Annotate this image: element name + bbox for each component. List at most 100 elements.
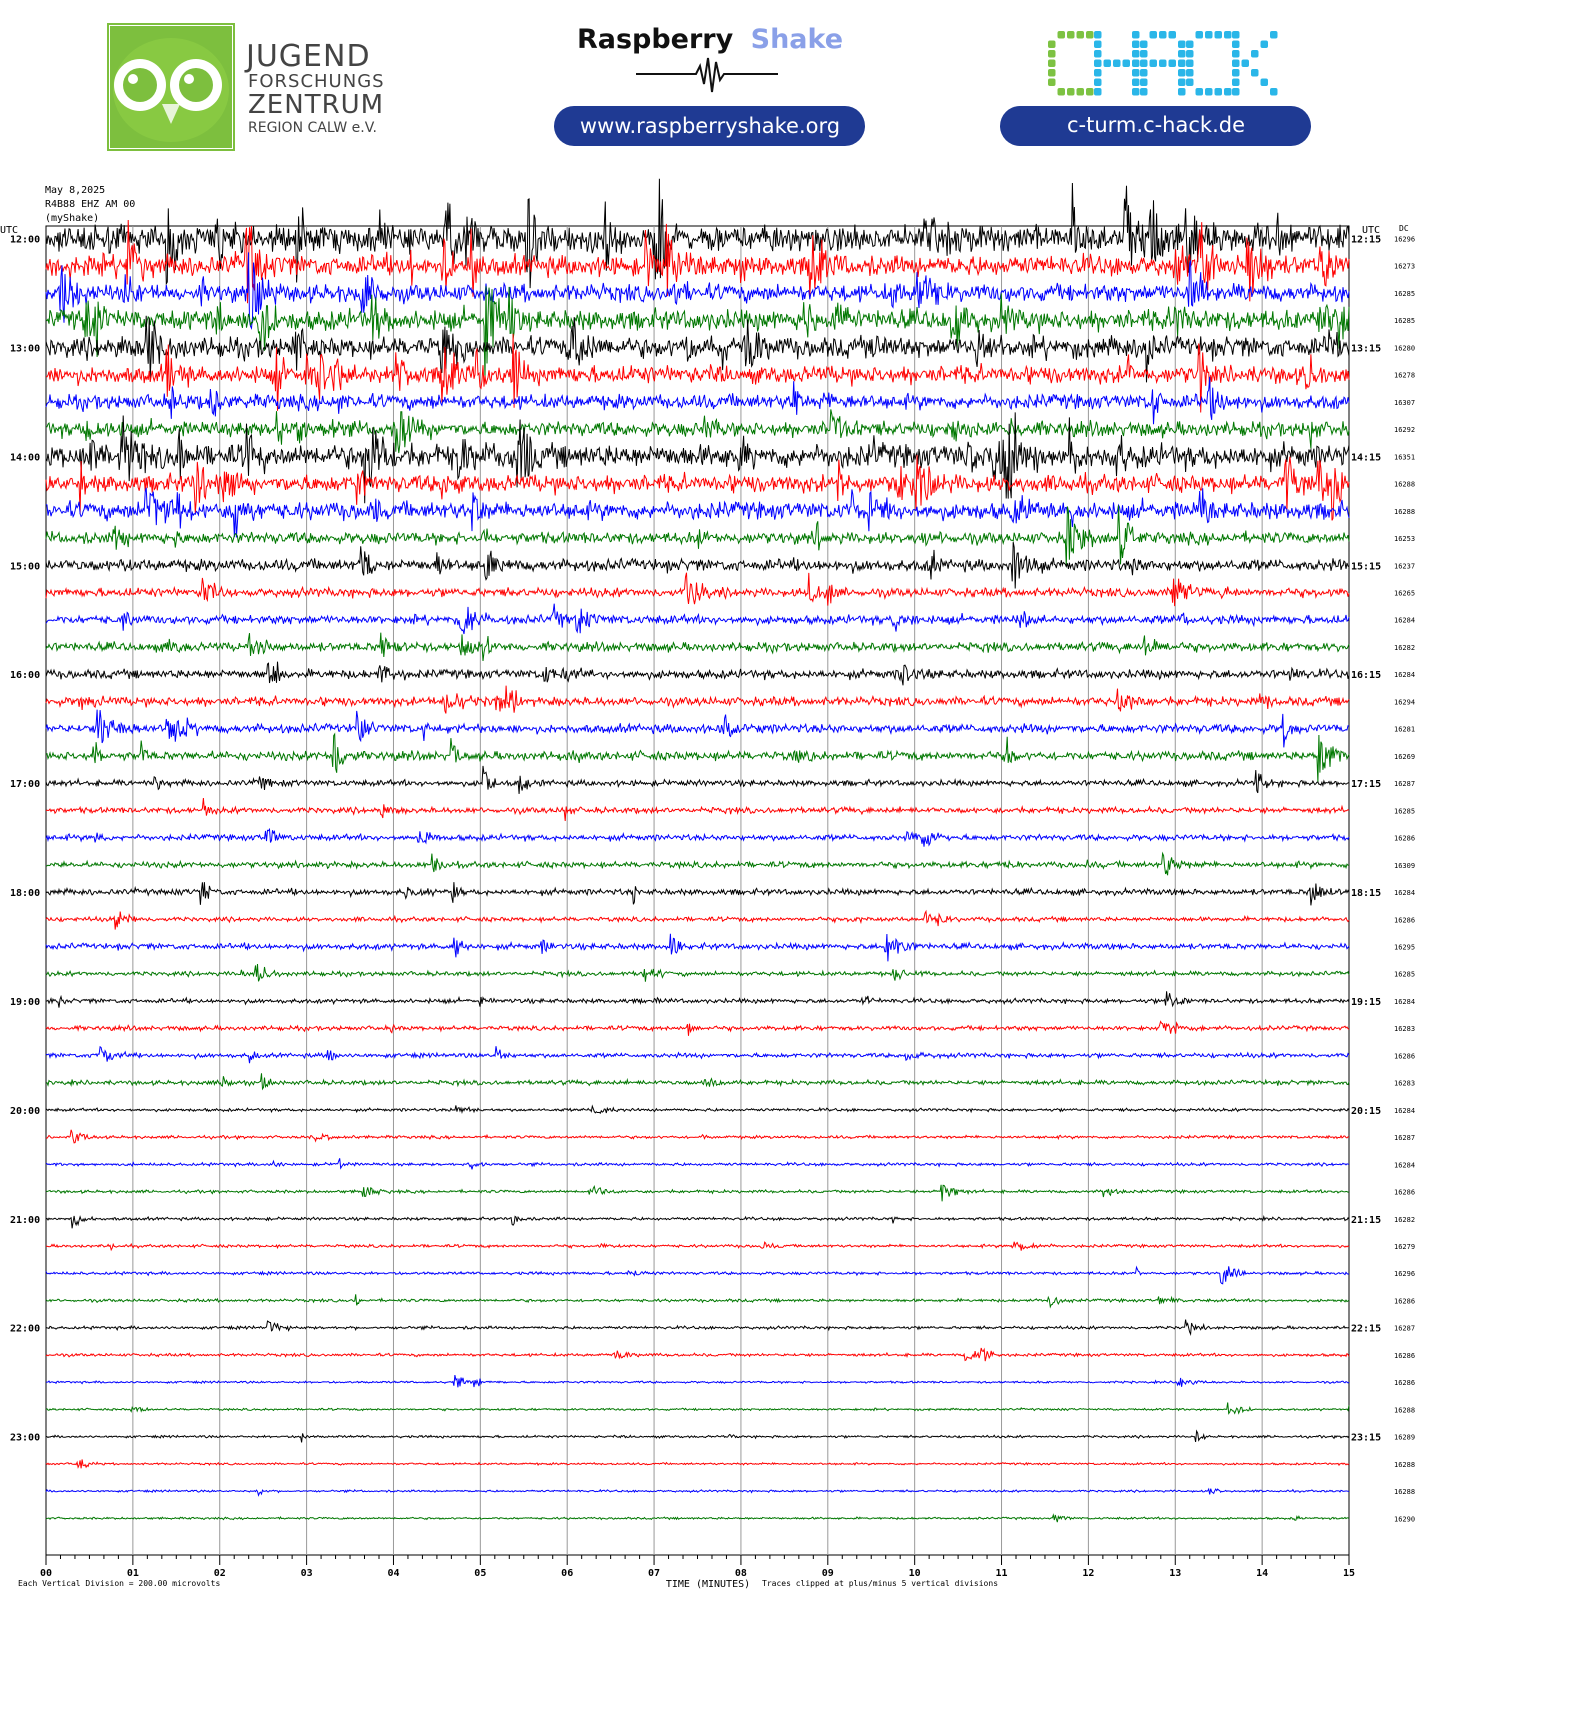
trace-line [45,1487,1350,1497]
chack-dot [1048,40,1056,48]
chack-dot [1149,31,1157,39]
chack-dot [1186,50,1194,58]
dc-value: 16296 [1394,236,1415,244]
dc-value: 16284 [1394,617,1415,625]
chack-dot [1260,40,1268,48]
trace-line [45,409,1350,454]
chack-dot [1094,69,1102,77]
chack-dot [1140,40,1148,48]
chack-dot [1205,31,1213,39]
chack-dot [1057,31,1065,39]
x-tick-label: 13 [1169,1568,1181,1579]
dc-value: 16351 [1394,453,1415,461]
trace-line [45,572,1350,607]
chack-dot [1048,50,1056,58]
chack-dot [1270,31,1278,39]
jfz-line1: JUGEND [244,39,371,74]
chack-dot [1186,78,1194,86]
left-hour-label: 21:00 [10,1215,40,1226]
left-hour-label: 19:00 [10,997,40,1008]
chack-dot [1094,50,1102,58]
trace-line [45,827,1350,847]
trace-line [45,1020,1350,1036]
trace-line [45,376,1350,425]
chack-dot [1178,88,1186,96]
chack-dot [1140,59,1148,67]
right-hour-label: 21:15 [1351,1215,1381,1226]
dc-value: 16283 [1394,1080,1415,1088]
trace-line [45,882,1350,906]
dc-value: 16288 [1394,1406,1415,1414]
dc-value: 16283 [1394,1025,1415,1033]
chack-dot [1224,31,1232,39]
chack-dot [1076,88,1084,96]
x-tick-label: 06 [561,1568,573,1579]
trace-line [45,333,1350,413]
chack-dot [1067,31,1075,39]
chack-dot [1132,69,1140,77]
chack-dot [1232,40,1240,48]
trace-line [45,933,1350,962]
trace-line [45,1214,1350,1229]
left-hour-label: 18:00 [10,888,40,899]
trace-line [45,1513,1350,1523]
left-hour-label: 13:00 [10,343,40,354]
left-hour-label: 22:00 [10,1324,40,1335]
chack-dot [1132,50,1140,58]
trace-line [45,709,1350,748]
chack-dot [1195,31,1203,39]
trace-line [45,315,1350,383]
trace-line [45,1459,1350,1469]
trace-line [45,1158,1350,1170]
right-hour-label: 20:15 [1351,1106,1381,1117]
chack-dot [1232,50,1240,58]
dc-value: 16287 [1394,1134,1415,1142]
left-hour-label: 20:00 [10,1106,40,1117]
chack-dot [1214,88,1222,96]
plot-date: May 8,2025 [45,185,105,196]
seismic-traces [45,178,1350,1523]
chack-dot [1132,31,1140,39]
right-hour-label: 14:15 [1351,452,1381,463]
dc-value: 16282 [1394,1216,1415,1224]
chack-dot [1086,88,1094,96]
raspberry-url: www.raspberryshake.org [580,114,840,138]
x-tick-label: 04 [387,1568,399,1579]
chack-dot [1159,31,1167,39]
right-hour-label: 23:15 [1351,1433,1381,1444]
chack-dot [1149,59,1157,67]
chack-dot [1094,59,1102,67]
trace-line [45,797,1350,822]
chack-dot [1132,88,1140,96]
shake-word: Shake [751,24,843,55]
chack-dot [1094,40,1102,48]
chack-logo: CHACK c-turm.c-hack.de [1000,31,1311,146]
dc-value: 16284 [1394,889,1415,897]
left-hour-label: 12:00 [10,235,40,246]
chack-dot [1260,78,1268,86]
left-hour-label: 15:00 [10,561,40,572]
right-hour-label: 17:15 [1351,779,1381,790]
dc-value: 16294 [1394,698,1415,706]
chack-dot [1132,78,1140,86]
chack-dot-logo [1048,31,1278,96]
dc-value: 16278 [1394,372,1415,380]
raspberry-url-pill [554,106,865,146]
chack-dot [1140,88,1148,96]
x-tick-label: 11 [996,1568,1008,1579]
trace-line [45,487,1350,538]
chack-dot [1178,50,1186,58]
chack-dot [1251,50,1259,58]
x-tick-label: 05 [474,1568,486,1579]
dc-value: 16287 [1394,780,1415,788]
chack-dot [1224,88,1232,96]
dc-value: 16288 [1394,508,1415,516]
x-axis-title: TIME (MINUTES) [666,1579,750,1590]
dc-value: 16287 [1394,1325,1415,1333]
trace-line [45,412,1350,504]
svg-text:Raspberry Shake: Raspberry Shake [577,24,843,55]
trace-line [45,1374,1350,1388]
dc-value: 16286 [1394,1189,1415,1197]
chack-dot [1140,69,1148,77]
